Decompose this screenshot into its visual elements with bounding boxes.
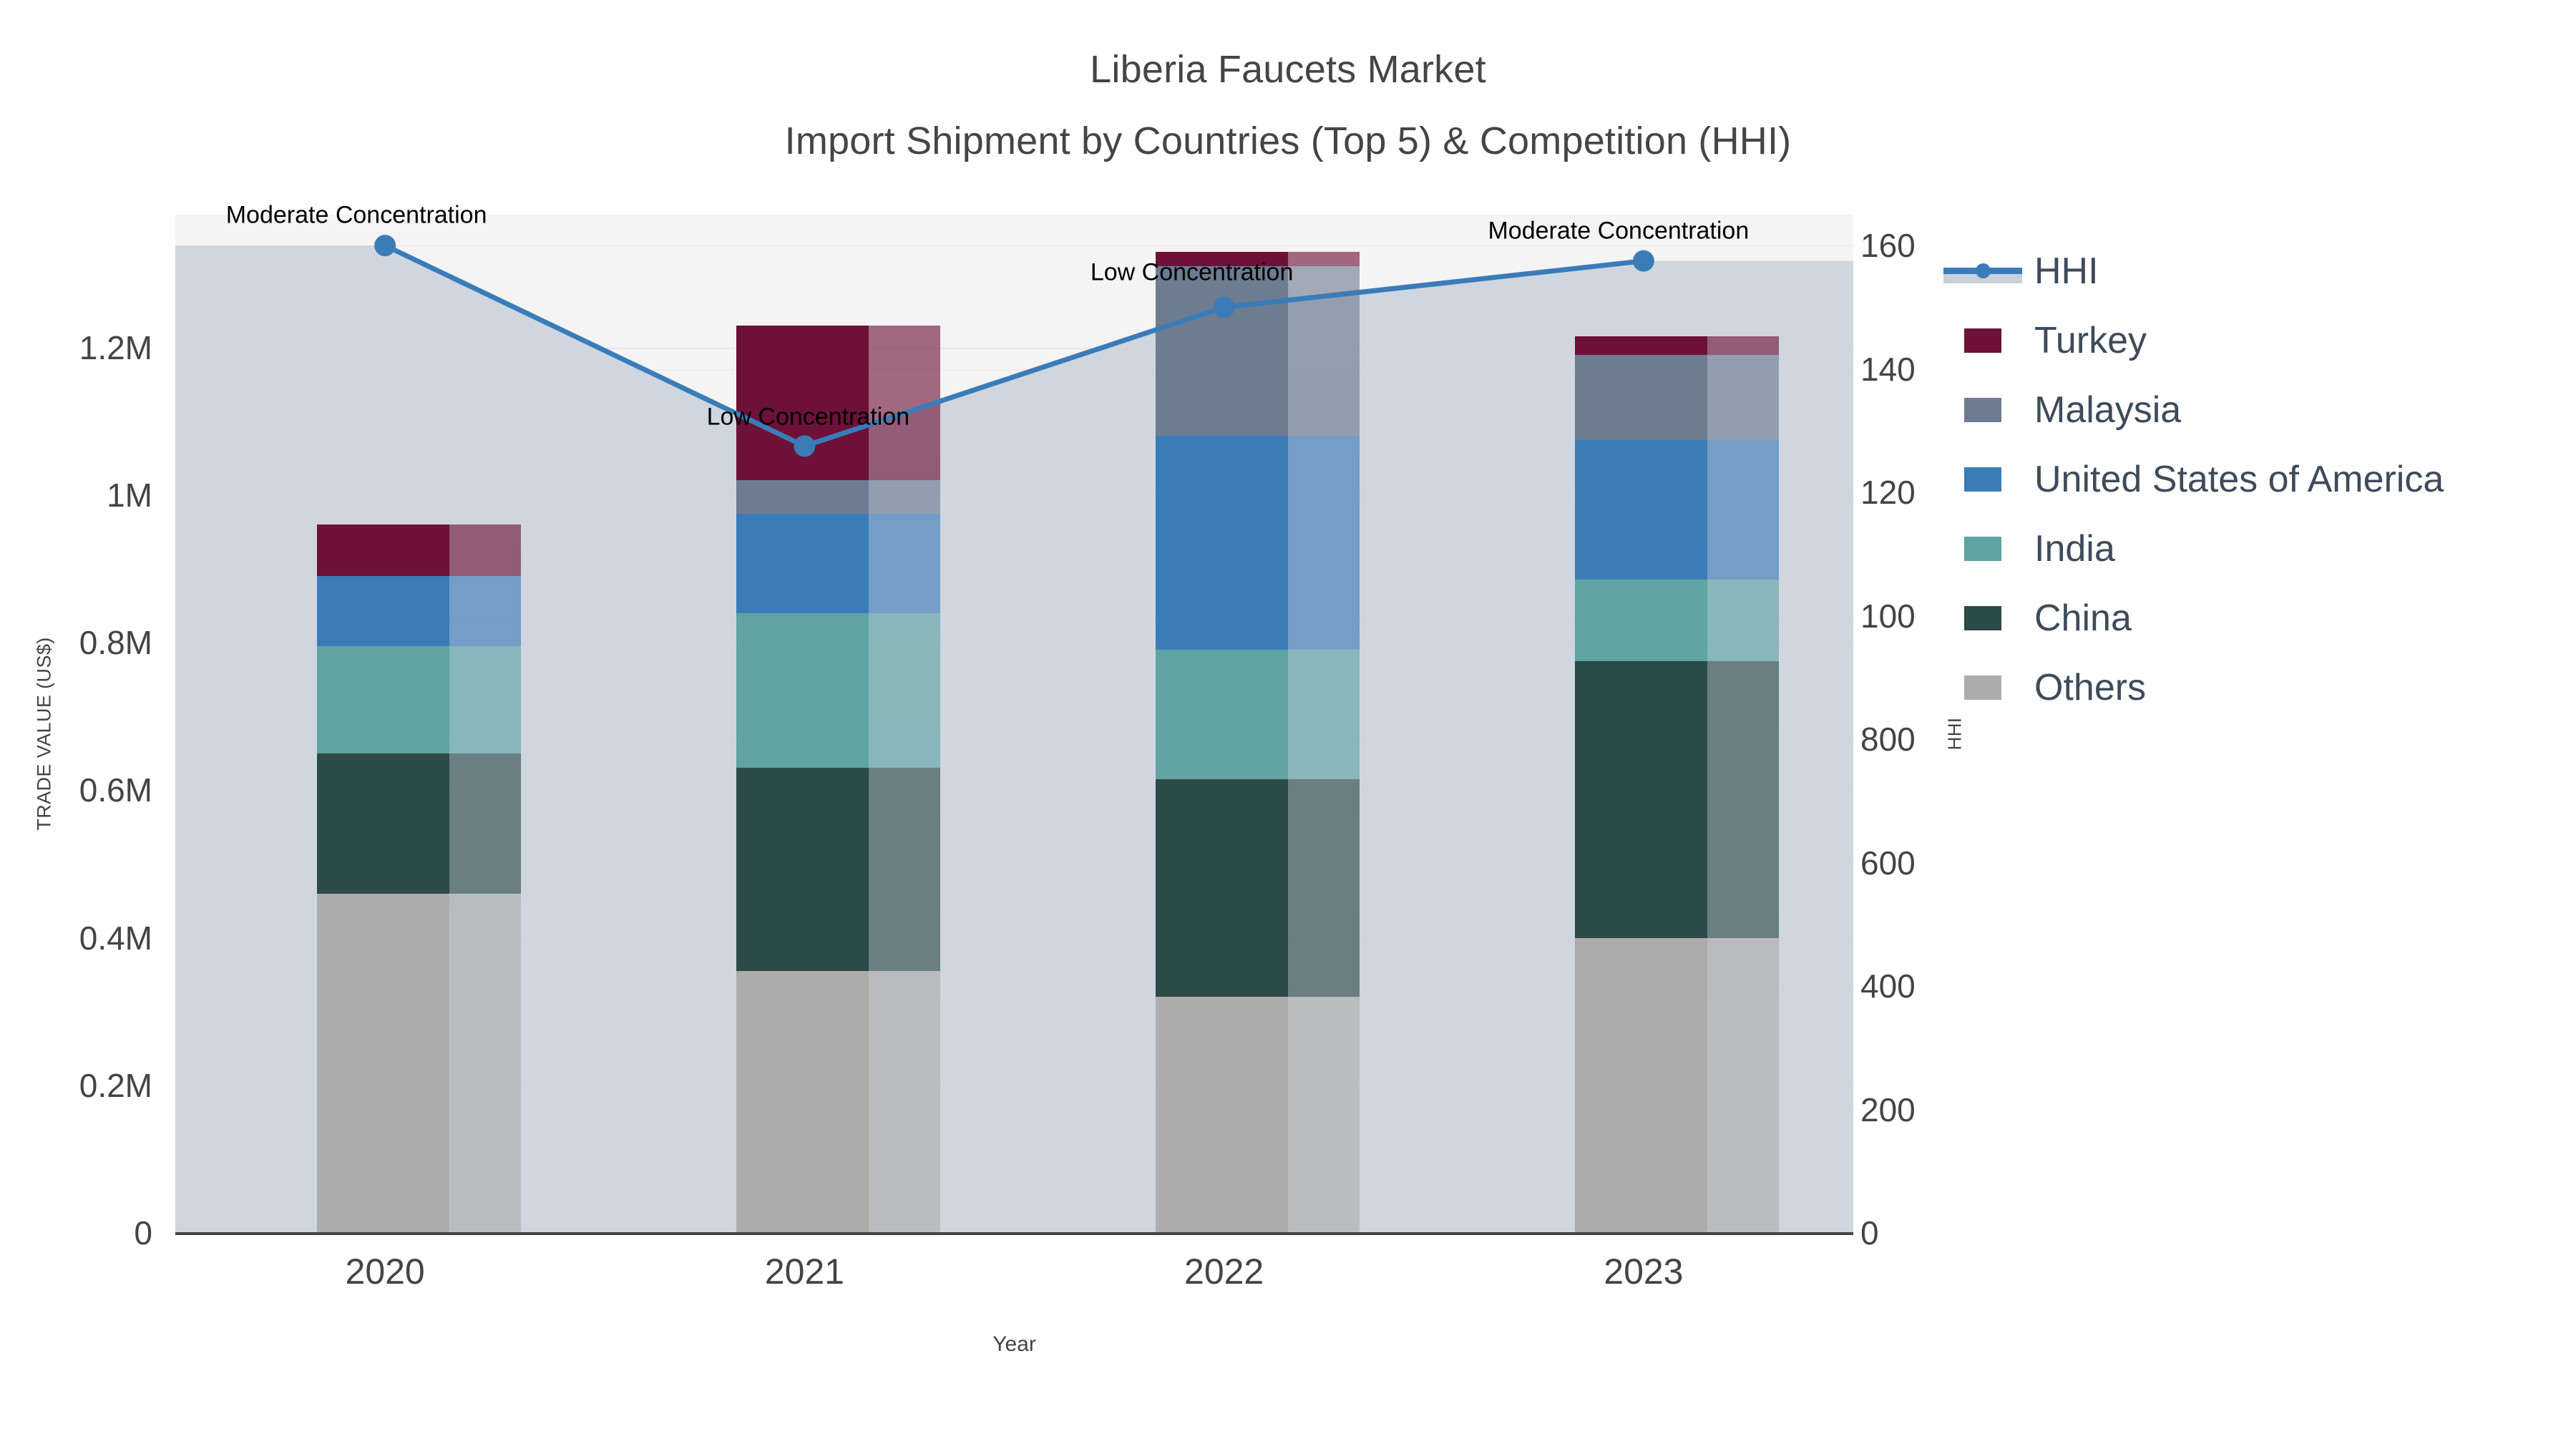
legend-item-label: Malaysia: [2034, 389, 2182, 431]
y-axis-right-tick-label: 140: [1860, 350, 1916, 388]
bar-segment: [388, 525, 521, 577]
hhi-data-point: [794, 435, 816, 457]
legend-item[interactable]: Turkey: [1964, 306, 2558, 375]
concentration-annotation: Low Concentration: [706, 403, 910, 431]
legend-item-label: Others: [2034, 666, 2147, 708]
legend-item-label: United States of America: [2034, 458, 2444, 500]
stacked-bar-shadow: [1227, 215, 1360, 1233]
bar-segment: [388, 893, 521, 1233]
legend-color-swatch-icon: [1964, 328, 2001, 353]
legend-color-swatch-icon: [1964, 675, 2001, 700]
bar-segment: [807, 768, 940, 971]
y-axis-left-tick-label: 1.2M: [79, 328, 152, 366]
legend-item[interactable]: HHI: [1943, 236, 2558, 306]
legend-item-label: HHI: [2034, 250, 2099, 292]
y-axis-right: 0 200 400 600 800 100 120 140 160: [1860, 215, 2032, 1252]
chart-title-block: Liberia Faucets Market Import Shipment b…: [0, 50, 2576, 160]
legend-item[interactable]: Others: [1964, 653, 2558, 722]
bar-segment: [388, 753, 521, 894]
bar-segment: [1227, 997, 1360, 1233]
y-axis-right-tick-label: 800: [1860, 721, 1916, 758]
bar-segment: [807, 970, 940, 1233]
y-axis-left-tick-label: 0: [134, 1214, 152, 1252]
bar-segment: [807, 325, 940, 481]
bar-segment: [807, 480, 940, 514]
y-axis-right-tick-label: 120: [1860, 474, 1916, 512]
bar-segment: [1227, 436, 1360, 650]
legend-item[interactable]: China: [1964, 583, 2558, 653]
chart-subtitle: Import Shipment by Countries (Top 5) & C…: [784, 119, 1792, 162]
y-axis-left-tick-label: 0.2M: [79, 1066, 152, 1104]
bar-segment: [388, 646, 521, 753]
y-axis-right-tick-label: 600: [1860, 844, 1916, 882]
bar-segment: [1646, 439, 1780, 580]
bar-segment: [1646, 660, 1780, 938]
hhi-data-point: [1632, 250, 1654, 272]
x-axis-title: Year: [992, 1332, 1036, 1356]
y-axis-left-tick-label: 1M: [107, 476, 152, 514]
stacked-bar-shadow: [388, 215, 521, 1233]
legend-line-marker-icon: [1943, 259, 2022, 283]
concentration-annotation: Moderate Concentration: [225, 201, 487, 229]
bar-segment: [388, 576, 521, 647]
legend-color-swatch-icon: [1964, 467, 2001, 492]
x-axis-tick-label[interactable]: 2020: [345, 1252, 425, 1292]
concentration-annotation: Moderate Concentration: [1488, 217, 1750, 245]
chart-title: Liberia Faucets Market: [1090, 48, 1486, 91]
legend-color-swatch-icon: [1964, 397, 2001, 422]
legend-item-label: India: [2034, 527, 2115, 570]
legend-item[interactable]: India: [1964, 514, 2558, 583]
concentration-annotation: Low Concentration: [1090, 258, 1294, 286]
y-axis-left-tick-label: 0.6M: [79, 771, 152, 809]
bar-segment: [1227, 779, 1360, 997]
y-axis-left-tick-label: 0.8M: [79, 624, 152, 662]
bar-segment: [807, 513, 940, 613]
y-axis-left: 0 0.2M 0.4M 0.6M 0.8M 1M 1.2M: [0, 215, 168, 1252]
legend-color-swatch-icon: [1964, 536, 2001, 561]
legend: HHI Turkey Malaysia United States of Americ…: [1943, 236, 2558, 722]
bar-segment: [1646, 336, 1780, 355]
y-axis-right-tick-label: 100: [1860, 597, 1916, 635]
legend-color-swatch-icon: [1964, 605, 2001, 630]
x-axis-tick-label[interactable]: 2021: [764, 1252, 844, 1292]
y-axis-right-tick-label: 0: [1860, 1214, 1879, 1252]
legend-item[interactable]: Malaysia: [1964, 375, 2558, 444]
x-axis-tick-label[interactable]: 2023: [1604, 1252, 1684, 1292]
bar-segment: [807, 613, 940, 769]
legend-item-label: Turkey: [2034, 319, 2147, 361]
y-axis-left-tick-label: 0.4M: [79, 919, 152, 957]
stacked-bar-shadow: [1646, 215, 1780, 1233]
bar-segment: [1227, 251, 1360, 267]
legend-item[interactable]: United States of America: [1964, 444, 2558, 514]
bar-segment: [1227, 650, 1360, 779]
bar-segment: [1646, 937, 1780, 1233]
bar-segment: [1646, 580, 1780, 661]
x-axis-tick-label[interactable]: 2022: [1184, 1252, 1264, 1292]
y-axis-right-tick-label: 200: [1860, 1091, 1916, 1128]
legend-item-label: China: [2034, 597, 2132, 639]
y-axis-right-tick-label: 400: [1860, 967, 1916, 1005]
y-axis-left-title: TRADE VALUE (US$): [33, 637, 55, 831]
hhi-data-point: [374, 235, 396, 257]
y-axis-right-tick-label: 160: [1860, 227, 1916, 265]
plot-area: Moderate Concentration Low Concentration L…: [175, 202, 1853, 1234]
x-axis-line: [175, 1232, 1853, 1235]
hhi-data-point: [1213, 296, 1235, 318]
y-axis-right-title: HHI: [1943, 717, 1966, 751]
hhi-line-svg: [374, 235, 1654, 457]
stacked-bar-shadow: [807, 215, 940, 1233]
bar-segment: [1646, 354, 1780, 440]
